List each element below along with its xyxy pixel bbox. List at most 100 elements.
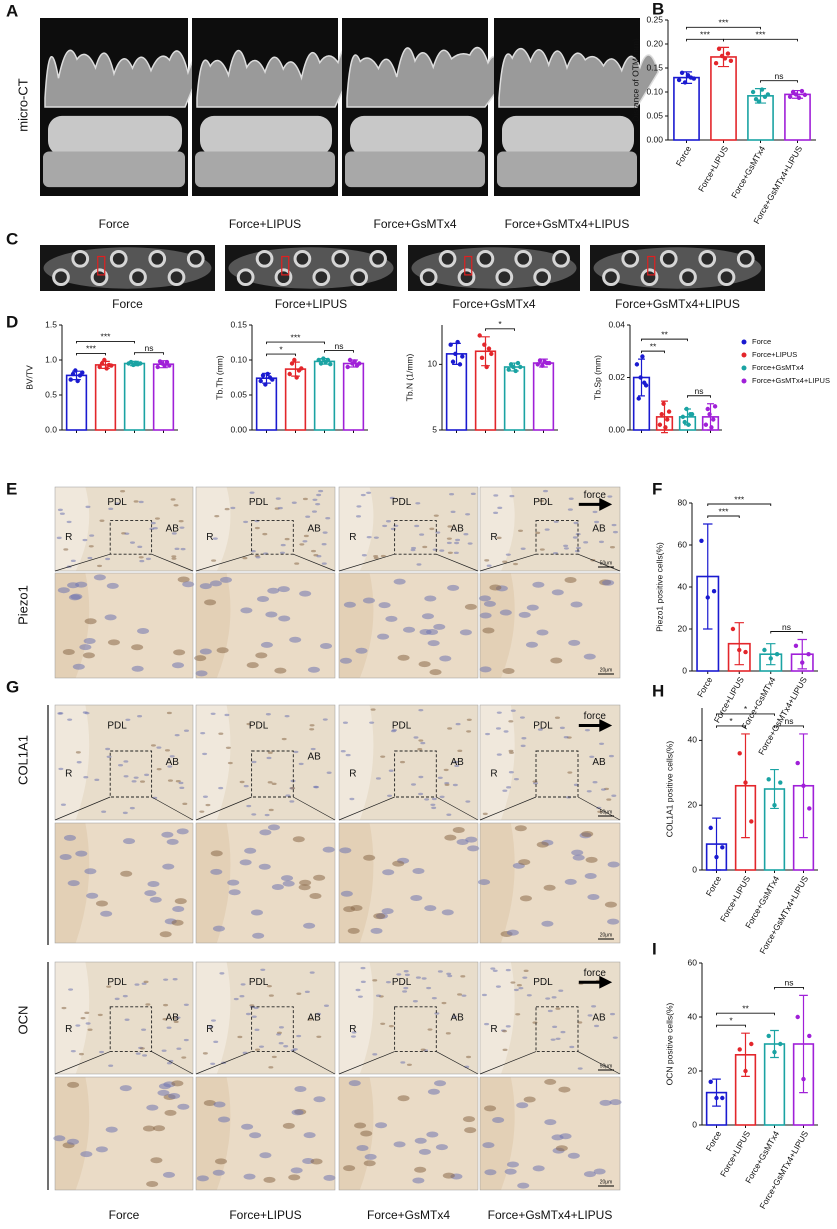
nucleus — [323, 1174, 336, 1181]
cross-section-root — [419, 268, 438, 287]
nucleus — [587, 1014, 593, 1017]
nucleus — [596, 806, 602, 810]
data-point — [486, 346, 492, 351]
nucleus — [555, 1037, 561, 1041]
data-point — [762, 94, 768, 100]
y-tick-label: 0.5 — [45, 389, 57, 399]
data-point — [657, 422, 663, 427]
zoom-line — [436, 796, 479, 821]
data-point — [448, 342, 453, 347]
nucleus — [146, 1104, 159, 1111]
panel-letter: B — [652, 0, 664, 18]
nucleus — [314, 785, 320, 789]
nucleus — [267, 751, 273, 754]
zoom-line — [479, 1051, 537, 1075]
nucleus — [105, 557, 111, 561]
nucleus — [400, 1061, 406, 1064]
zoom-region — [251, 1006, 294, 1053]
nucleus — [243, 520, 249, 524]
nucleus — [250, 909, 263, 916]
significance-bracket — [760, 80, 798, 83]
nucleus — [279, 551, 285, 554]
nucleus — [446, 541, 452, 545]
bar — [710, 56, 737, 141]
nucleus — [466, 730, 472, 733]
nucleus — [372, 1053, 378, 1056]
nucleus — [490, 967, 496, 970]
nucleus — [418, 1148, 431, 1155]
cross-section-root — [476, 249, 495, 268]
bar — [65, 374, 88, 431]
data-point — [636, 396, 641, 401]
data-point — [737, 1047, 742, 1052]
bone-region — [339, 705, 374, 820]
nucleus — [577, 1021, 583, 1024]
row-label: micro-CT — [15, 78, 30, 131]
significance-label: ** — [661, 329, 668, 339]
cross-section-root — [495, 268, 514, 287]
y-tick-label: 60 — [688, 957, 698, 967]
image-frame — [54, 822, 194, 944]
nucleus — [62, 648, 75, 655]
nucleus — [315, 502, 321, 506]
nucleus — [211, 559, 217, 562]
nucleus — [140, 780, 146, 783]
nucleus — [418, 739, 424, 742]
nucleus — [254, 1028, 260, 1032]
nucleus — [210, 1062, 216, 1065]
nucleus — [569, 1045, 575, 1049]
image-label: PDL — [107, 497, 127, 508]
nucleus — [63, 548, 69, 551]
nucleus — [521, 737, 527, 740]
nucleus — [373, 913, 386, 920]
nucleus — [159, 931, 172, 938]
data-point — [711, 417, 716, 422]
y-tick-label: 0 — [682, 665, 687, 675]
nucleus — [345, 753, 351, 757]
nucleus — [516, 983, 522, 987]
nucleus — [67, 880, 80, 887]
bone-region — [55, 1077, 90, 1190]
nucleus — [568, 497, 574, 500]
image-label: AB — [450, 1013, 464, 1024]
bone-region — [196, 962, 231, 1074]
cross-section-root — [312, 268, 331, 287]
nucleus — [230, 506, 236, 510]
data-point — [453, 351, 458, 357]
data-point — [80, 370, 85, 375]
nucleus — [108, 507, 114, 511]
nucleus — [523, 969, 529, 973]
significance-label: ns — [782, 622, 791, 632]
nucleus — [391, 729, 397, 732]
nucleus — [174, 898, 187, 905]
nucleus — [249, 491, 255, 494]
nucleus — [568, 639, 581, 646]
nucleus — [224, 713, 230, 717]
nucleus — [210, 868, 223, 875]
cross-section-root — [621, 249, 640, 268]
nucleus — [612, 1036, 618, 1039]
nucleus — [76, 761, 82, 764]
nucleus — [142, 1125, 155, 1132]
nucleus — [271, 883, 284, 890]
nucleus — [97, 1013, 103, 1017]
nucleus — [583, 653, 596, 660]
nucleus — [93, 574, 106, 581]
nucleus — [479, 666, 492, 673]
nucleus — [59, 512, 65, 515]
nucleus — [120, 870, 133, 877]
image-label: AB — [307, 751, 321, 762]
y-axis-label: Piezo1 positive cells(%) — [654, 542, 664, 632]
data-point — [321, 356, 326, 361]
nucleus — [567, 771, 573, 774]
nucleus — [179, 526, 185, 529]
micro-ct-jaw — [43, 151, 185, 188]
nucleus — [433, 514, 439, 517]
nucleus — [602, 579, 615, 586]
nucleus — [156, 767, 162, 771]
nucleus — [505, 1025, 511, 1028]
nucleus — [433, 623, 446, 630]
nucleus — [518, 986, 524, 990]
nucleus — [554, 716, 560, 719]
nucleus — [305, 515, 311, 518]
